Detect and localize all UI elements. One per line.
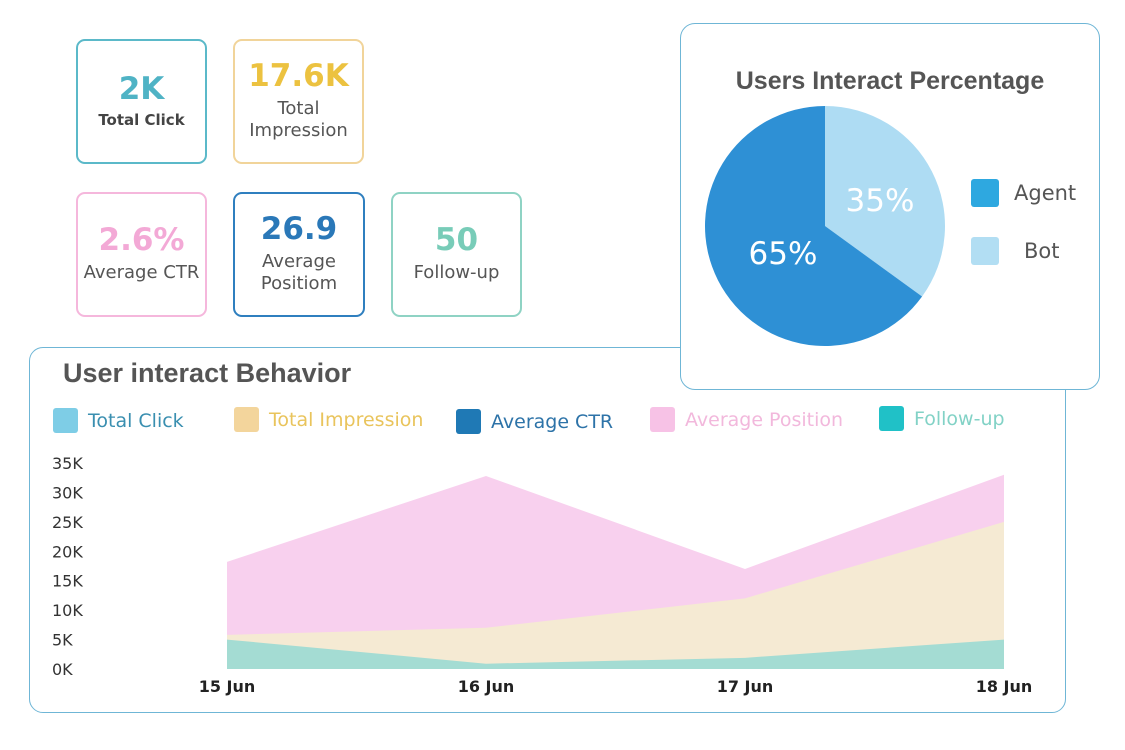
legend-label: Bot: [1024, 239, 1060, 263]
legend-item-average-ctr: Average CTR: [456, 409, 613, 434]
y-tick-label: 15K: [52, 572, 83, 591]
y-tick-label: 30K: [52, 483, 83, 502]
legend-label: Total Click: [88, 409, 184, 432]
x-tick-label: 18 Jun: [976, 677, 1033, 696]
kpi-card-total-click: 2K Total Click: [76, 39, 207, 164]
legend-swatch: [650, 407, 675, 432]
kpi-value: 50: [434, 222, 479, 259]
area-series-follow-up: [227, 639, 1004, 669]
legend-item-average-position: Average Position: [650, 407, 843, 432]
pie-label-agent: 65%: [749, 236, 818, 272]
pie-slice-agent: [705, 106, 923, 347]
y-tick-label: 10K: [52, 601, 83, 620]
legend-swatch: [456, 409, 481, 434]
legend-label: Average CTR: [491, 410, 614, 433]
kpi-value: 2.6%: [98, 222, 185, 259]
kpi-card-average-ctr: 2.6% Average CTR: [76, 192, 207, 317]
kpi-label-line1: Total: [277, 98, 320, 120]
x-tick-label: 16 Jun: [458, 677, 515, 696]
legend-swatch: [971, 179, 999, 207]
legend-item-total-click: Total Click: [53, 408, 184, 433]
legend-label: Agent: [1014, 181, 1077, 205]
kpi-value: 2K: [118, 70, 165, 107]
y-tick-label: 25K: [52, 513, 83, 532]
y-tick-label: 35K: [52, 454, 83, 473]
legend-label: Total Impression: [269, 408, 424, 431]
legend-label: Follow-up: [914, 407, 1005, 430]
pie-slice-bot: [825, 106, 945, 297]
legend-item-follow-up: Follow-up: [879, 406, 1005, 431]
x-tick-label: 17 Jun: [717, 677, 774, 696]
kpi-label: Total Impression: [249, 98, 348, 142]
kpi-label-line2: Positiom: [260, 273, 338, 294]
legend-swatch: [234, 407, 259, 432]
kpi-label: Total Click: [98, 110, 185, 129]
kpi-card-total-impression: 17.6K Total Impression: [233, 39, 364, 164]
chart-title: User interact Behavior: [63, 358, 352, 388]
pie-chart-title: Users Interact Percentage: [735, 67, 1045, 95]
legend-swatch: [879, 406, 904, 431]
kpi-label: Follow-up: [413, 262, 500, 284]
area-series-total-impression: [227, 521, 1004, 669]
kpi-value: 17.6K: [248, 58, 349, 95]
pie-legend-item-bot: Bot: [971, 237, 1060, 265]
y-tick-label: 5K: [52, 631, 73, 650]
legend-swatch: [53, 408, 78, 433]
pie-legend-item-agent: Agent: [971, 179, 1076, 207]
kpi-label: Average Positiom: [261, 251, 337, 295]
kpi-card-average-position: 26.9 Average Positiom: [233, 192, 365, 317]
kpi-card-follow-up: 50 Follow-up: [391, 192, 522, 317]
kpi-label-line1: Average: [262, 251, 336, 273]
x-tick-label: 15 Jun: [199, 677, 256, 696]
kpi-label: Average CTR: [83, 262, 200, 284]
pie-label-bot: 35%: [846, 183, 915, 219]
kpi-value: 26.9: [260, 211, 338, 248]
legend-label: Average Position: [685, 408, 844, 431]
kpi-label-line2: Impression: [249, 120, 348, 141]
y-tick-label: 20K: [52, 542, 83, 561]
legend-item-total-impression: Total Impression: [234, 407, 423, 432]
legend-swatch: [971, 237, 999, 265]
y-tick-label: 0K: [52, 660, 73, 679]
